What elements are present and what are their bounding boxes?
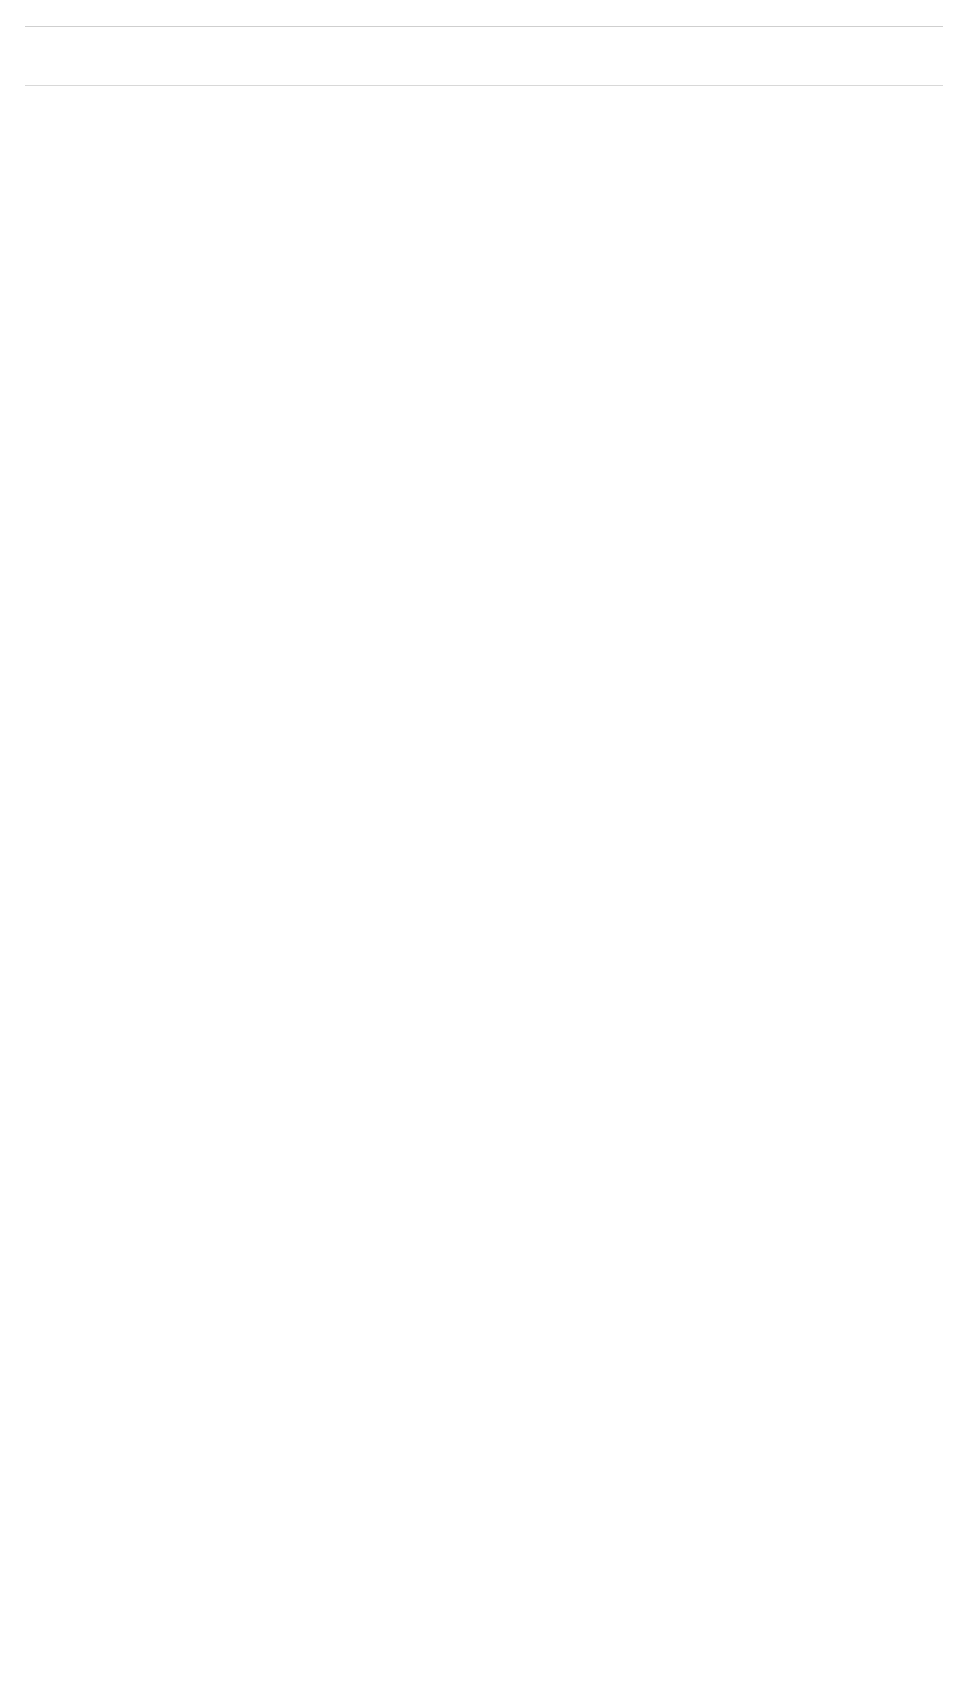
page-title bbox=[25, 20, 943, 27]
footer bbox=[25, 85, 943, 90]
